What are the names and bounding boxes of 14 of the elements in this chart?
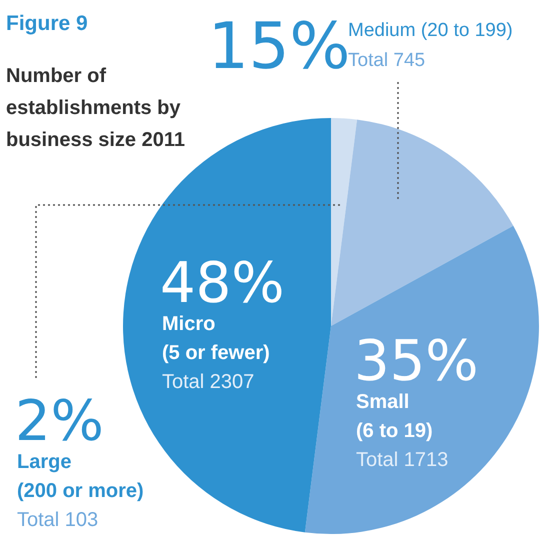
text: Total 1713: [356, 449, 448, 471]
slice-label: Large (200 or more): [17, 451, 144, 502]
slice-label: Micro (5 or fewer): [162, 313, 270, 364]
text: Total 745: [348, 50, 426, 71]
data-label: 48%: [160, 251, 284, 316]
text: Total 2307: [162, 371, 254, 393]
slice-label: Medium (20 to 199): [348, 20, 513, 41]
chart-title: Figure 9: [6, 12, 89, 36]
data-label: 15%: [208, 10, 350, 84]
text: Total 103: [17, 509, 98, 531]
slice-label: Small (6 to 19): [356, 391, 433, 442]
data-label: 35%: [354, 329, 478, 394]
text: Number of establishments by business size 2011: [6, 64, 186, 153]
data-label: 2%: [15, 389, 104, 454]
